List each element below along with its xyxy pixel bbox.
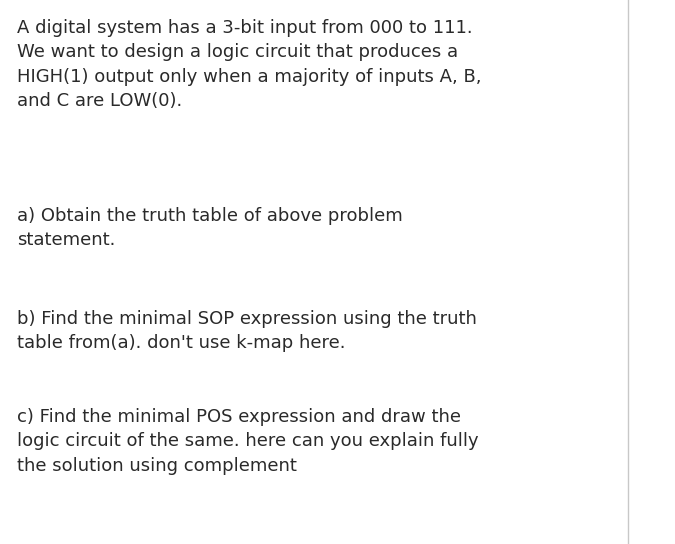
Text: c) Find the minimal POS expression and draw the
logic circuit of the same. here : c) Find the minimal POS expression and d…	[17, 408, 479, 474]
Text: b) Find the minimal SOP expression using the truth
table from(a). don't use k-ma: b) Find the minimal SOP expression using…	[17, 310, 477, 353]
Text: A digital system has a 3-bit input from 000 to 111.
We want to design a logic ci: A digital system has a 3-bit input from …	[17, 19, 481, 110]
Text: a) Obtain the truth table of above problem
statement.: a) Obtain the truth table of above probl…	[17, 207, 402, 249]
